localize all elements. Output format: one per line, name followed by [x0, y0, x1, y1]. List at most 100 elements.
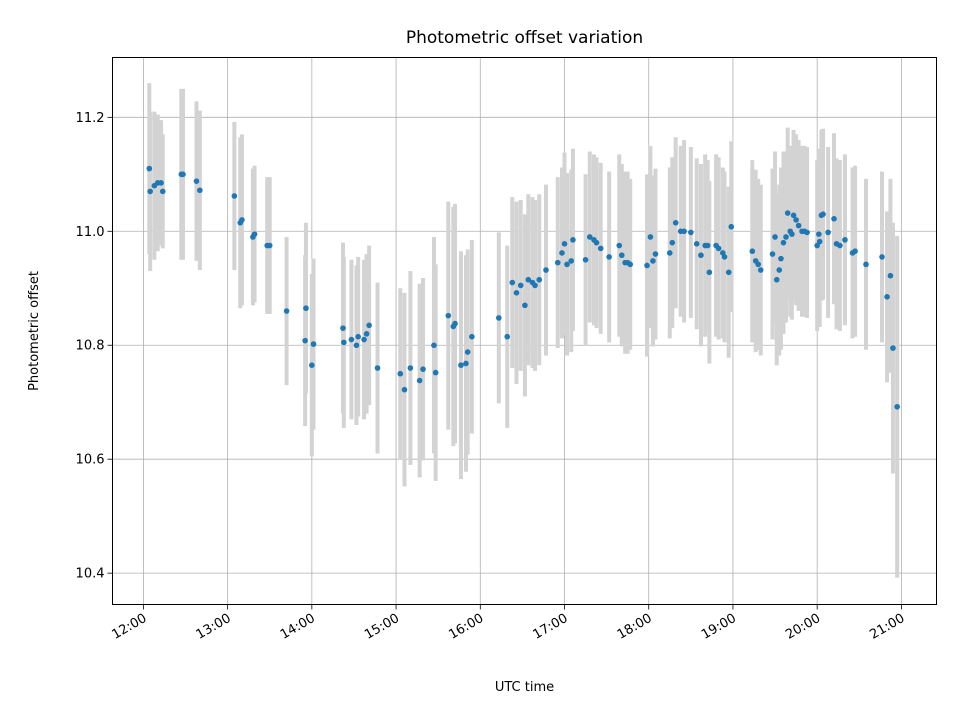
data-point: [597, 245, 604, 252]
data-point: [469, 333, 475, 340]
data-point: [570, 237, 576, 243]
data-point: [496, 315, 502, 321]
data-point: [197, 187, 203, 194]
data-point: [644, 262, 650, 269]
data-point: [416, 377, 423, 384]
data-point: [795, 222, 802, 229]
data-point: [361, 336, 367, 343]
data-point: [837, 242, 843, 249]
data-point: [616, 242, 623, 249]
y-tick-label: 10.6: [76, 453, 105, 468]
data-point: [773, 276, 780, 283]
data-point: [606, 254, 612, 260]
data-point: [672, 219, 679, 226]
data-point: [816, 238, 823, 245]
data-point: [778, 255, 784, 262]
data-point: [831, 215, 837, 222]
data-point: [464, 349, 471, 355]
data-point: [890, 345, 896, 351]
data-point: [302, 337, 308, 344]
data-point: [309, 362, 315, 368]
chart-title: Photometric offset variation: [406, 28, 643, 48]
data-point: [504, 333, 511, 340]
data-point: [251, 231, 258, 237]
data-point: [146, 165, 153, 172]
data-point: [355, 333, 361, 340]
plot-frame: [112, 57, 937, 605]
data-point: [769, 251, 776, 257]
data-point: [728, 223, 735, 230]
data-point: [509, 279, 516, 286]
data-point: [793, 217, 799, 223]
data-point: [715, 245, 722, 252]
data-point: [147, 188, 153, 195]
data-point: [789, 231, 795, 237]
data-point: [564, 261, 570, 268]
data-point: [879, 254, 885, 260]
data-point: [814, 242, 820, 249]
data-point: [698, 252, 704, 259]
data-point: [652, 251, 659, 257]
data-point: [704, 242, 711, 249]
y-tick-label: 10.4: [76, 567, 105, 582]
data-point: [618, 252, 625, 259]
data-point: [525, 276, 532, 283]
data-point: [568, 258, 575, 264]
data-point: [772, 234, 778, 240]
data-point: [348, 336, 355, 343]
data-point: [543, 267, 549, 273]
data-point: [725, 269, 732, 276]
data-point: [431, 342, 437, 349]
data-point: [341, 339, 347, 346]
data-point: [363, 331, 370, 337]
data-point: [650, 258, 656, 264]
data-point: [586, 234, 593, 240]
data-point: [561, 241, 568, 247]
data-point: [681, 228, 687, 235]
data-point: [532, 282, 538, 289]
data-point: [463, 360, 469, 367]
data-point: [776, 267, 783, 273]
y-axis: 10.4 10.6 10.8 11.0 11.2: [76, 111, 113, 582]
data-point: [374, 365, 381, 371]
data-point: [458, 362, 464, 368]
data-point: [894, 403, 900, 410]
data-point: [158, 180, 164, 186]
data-point: [159, 188, 166, 195]
data-point: [303, 305, 309, 312]
data-point: [721, 254, 728, 260]
data-point: [559, 250, 565, 256]
data-point: [452, 320, 458, 327]
data-point: [283, 308, 290, 314]
data-point: [582, 256, 589, 263]
data-point: [340, 325, 346, 331]
data-point: [554, 259, 561, 266]
data-point: [852, 248, 858, 255]
data-point: [790, 212, 797, 219]
y-tick-label: 11.0: [76, 225, 105, 240]
data-point: [842, 237, 848, 243]
data-point: [193, 178, 200, 184]
y-tick-label: 11.2: [76, 111, 105, 126]
data-point: [231, 193, 238, 199]
data-point: [749, 248, 756, 255]
data-point: [522, 302, 528, 309]
data-point: [666, 250, 673, 256]
data-point: [884, 294, 890, 300]
data-points: [146, 165, 900, 410]
data-point: [688, 229, 694, 236]
data-point: [783, 234, 789, 240]
data-point: [401, 386, 408, 393]
data-point: [804, 229, 810, 236]
data-point: [780, 239, 787, 246]
data-point: [407, 365, 414, 371]
data-point: [593, 239, 600, 246]
data-point: [627, 261, 633, 268]
data-point: [784, 210, 791, 216]
y-axis-label: Photometric offset: [27, 271, 42, 391]
data-point: [513, 290, 520, 296]
data-point: [757, 267, 764, 273]
data-point: [310, 341, 317, 347]
data-point: [693, 241, 700, 247]
